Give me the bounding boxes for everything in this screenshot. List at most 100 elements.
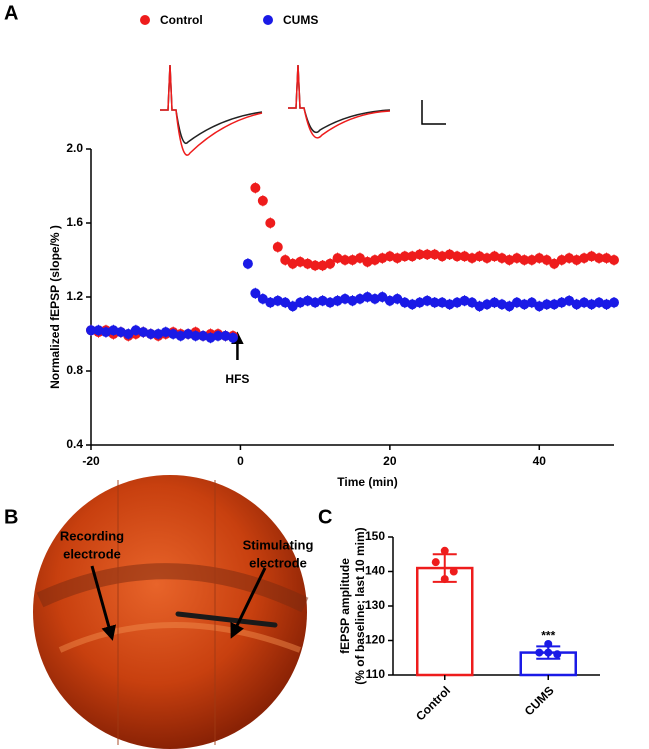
data-point [564, 295, 575, 306]
data-point [272, 242, 283, 253]
annotation: *** [541, 629, 555, 643]
panel-label: A [4, 2, 18, 24]
data-point [265, 297, 276, 308]
y-tick-label: 0.4 [66, 437, 83, 451]
x-tick-label: CUMS [522, 683, 557, 718]
data-point [474, 301, 485, 312]
data-point [115, 327, 126, 338]
data-point [392, 293, 403, 304]
data-point [504, 301, 515, 312]
data-point [399, 251, 410, 262]
data-point [429, 249, 440, 260]
data-point [467, 253, 478, 264]
y-axis-label: (% of baseline; last 10 mim) [353, 527, 367, 684]
y-axis-label: fEPSP amplitude [338, 558, 352, 654]
data-point [474, 251, 485, 262]
data-point [414, 249, 425, 260]
data-point [444, 249, 455, 260]
y-tick-label: 110 [366, 667, 386, 681]
data-point [369, 255, 380, 265]
data-point [571, 299, 582, 310]
data-point [440, 575, 449, 584]
data-point [325, 297, 336, 308]
data-point [594, 297, 605, 308]
photo-label: Stimulating [243, 537, 314, 552]
x-axis-label: Time (min) [337, 475, 397, 489]
data-point [399, 297, 410, 308]
data-point [526, 255, 537, 265]
x-tick-label: -20 [82, 454, 100, 468]
data-point [431, 558, 440, 567]
slice-photo [33, 475, 309, 749]
data-point [414, 297, 425, 308]
data-point [553, 650, 562, 659]
data-point [429, 297, 440, 308]
data-point [564, 253, 575, 264]
y-tick-label: 120 [365, 633, 385, 647]
data-point [257, 293, 268, 304]
data-point [250, 182, 261, 193]
data-point [437, 251, 448, 262]
data-point [586, 251, 597, 262]
data-point [489, 297, 500, 308]
data-point [183, 329, 194, 339]
data-point [459, 295, 470, 306]
data-point [317, 295, 328, 306]
trace-inset [160, 64, 446, 156]
data-point [250, 288, 261, 299]
data-point [519, 255, 530, 265]
y-axis-label: Normalized fEPSP (slope/% ) [48, 225, 62, 389]
data-point [549, 299, 560, 310]
data-point [138, 327, 149, 338]
data-point [377, 292, 388, 302]
data-point [601, 253, 612, 264]
data-point [556, 297, 567, 308]
legend-marker [263, 15, 273, 25]
data-point [609, 297, 619, 308]
data-point [354, 253, 365, 264]
data-point [556, 255, 567, 265]
data-point [100, 327, 111, 338]
data-point [444, 299, 455, 310]
data-point [496, 299, 507, 310]
data-point [504, 255, 515, 265]
data-point [153, 329, 164, 339]
x-tick-label: 0 [237, 454, 244, 468]
data-point [130, 325, 141, 336]
data-point [347, 295, 358, 306]
y-tick-label: 150 [365, 529, 385, 543]
y-tick-label: 0.8 [66, 363, 83, 377]
photo-label: electrode [63, 546, 121, 561]
data-point [407, 251, 418, 262]
annotation: HFS [225, 372, 249, 386]
data-point [384, 251, 395, 262]
y-tick-label: 130 [365, 598, 385, 612]
x-tick-label: Control [413, 683, 453, 723]
data-point [534, 253, 545, 264]
data-point [384, 295, 395, 306]
data-point [332, 253, 343, 264]
data-point [310, 260, 321, 271]
data-point [242, 258, 253, 269]
data-point [317, 260, 328, 271]
y-tick-label: 140 [365, 564, 385, 578]
data-point [579, 297, 590, 308]
y-tick-label: 2.0 [66, 141, 83, 155]
data-point [422, 249, 433, 260]
data-point [145, 329, 156, 339]
data-point [227, 332, 238, 343]
panel-label: B [4, 506, 18, 528]
data-point [369, 293, 380, 304]
data-point [407, 299, 418, 310]
data-point [302, 295, 313, 306]
data-point [496, 253, 507, 264]
data-point [190, 330, 201, 341]
data-point [452, 297, 463, 308]
data-point [108, 325, 119, 336]
data-point [354, 293, 365, 304]
data-point [362, 292, 373, 302]
data-point [257, 195, 268, 206]
data-point [93, 325, 104, 336]
data-point [287, 301, 298, 312]
